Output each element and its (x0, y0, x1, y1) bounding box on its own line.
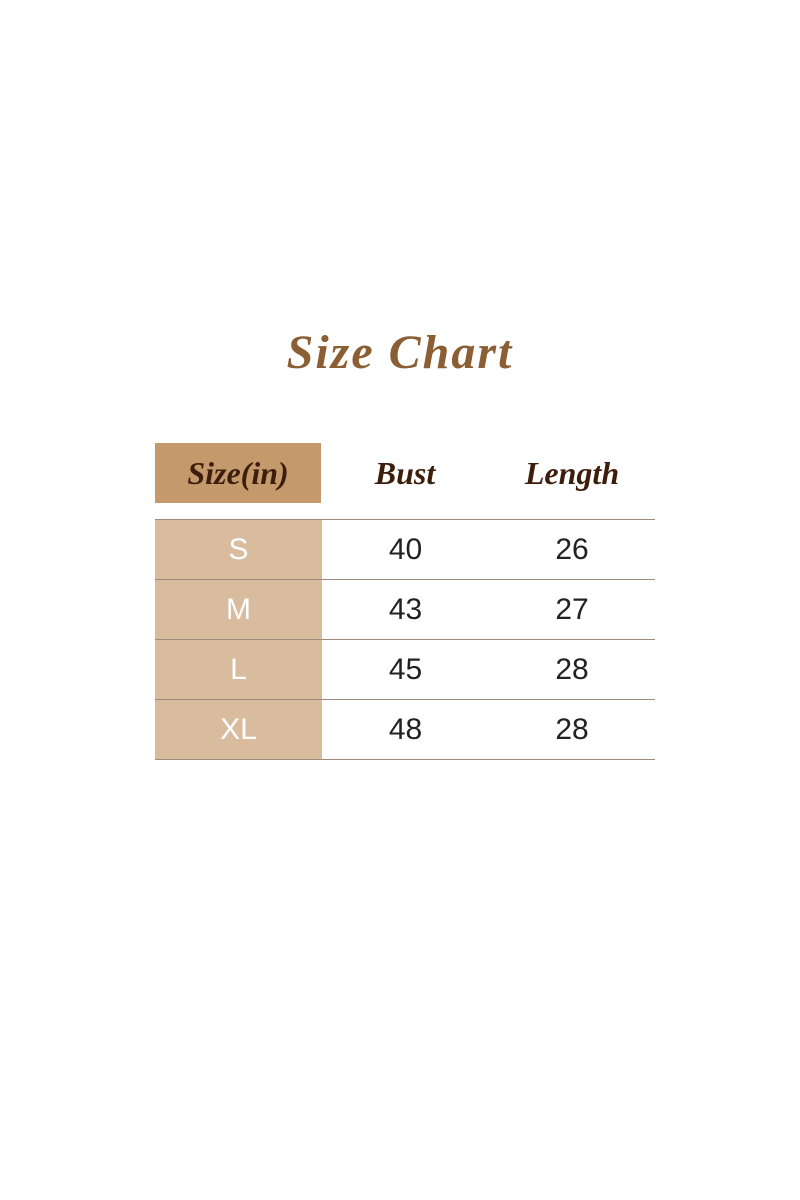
length-cell: 26 (555, 532, 589, 566)
header-length: Length (524, 454, 620, 491)
length-cell: 27 (555, 592, 589, 626)
size-cell: M (155, 580, 322, 639)
size-cell: S (155, 520, 322, 579)
bust-cell: 43 (388, 592, 423, 626)
bust-cell: 45 (388, 652, 423, 686)
page-title: Size Chart (286, 326, 514, 379)
size-cell: L (155, 640, 322, 699)
table-row: XL 48 28 (155, 700, 655, 760)
header-size: Size(in) (155, 443, 321, 503)
size-table: Size(in) Bust Length S 40 26 M 43 27 L 4… (155, 443, 655, 760)
size-cell: XL (155, 700, 322, 759)
length-cell: 28 (555, 712, 589, 746)
table-row: L 45 28 (155, 640, 655, 700)
bust-cell: 40 (388, 532, 423, 566)
bust-cell: 48 (388, 712, 423, 746)
header-bust: Bust (374, 454, 436, 491)
length-cell: 28 (555, 652, 589, 686)
table-row: S 40 26 (155, 520, 655, 580)
table-header: Size(in) Bust Length (155, 443, 655, 503)
table-row: M 43 27 (155, 580, 655, 640)
